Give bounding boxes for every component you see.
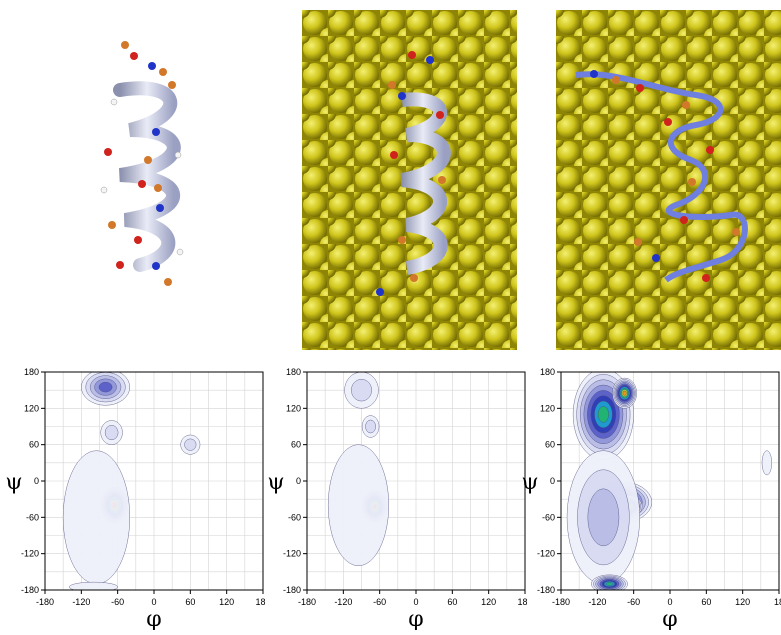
x-tick-label: 60 <box>701 597 711 607</box>
density-contour <box>327 444 389 566</box>
y-axis-label: ψ <box>5 470 22 495</box>
y-tick-label: 60 <box>545 440 555 450</box>
y-tick-label: -60 <box>26 512 39 522</box>
y-tick-label: -60 <box>288 512 301 522</box>
x-tick-label: 120 <box>735 597 750 607</box>
x-tick-label: -60 <box>373 597 386 607</box>
density-contours <box>327 372 389 566</box>
x-tick-label: 120 <box>219 597 234 607</box>
density-contour <box>761 450 772 476</box>
y-tick-label: -180 <box>283 585 301 595</box>
x-tick-label: -60 <box>111 597 124 607</box>
helix-in-solvent-image <box>302 10 517 350</box>
x-axis-label: φ <box>146 607 161 630</box>
x-tick-label: 0 <box>413 597 418 607</box>
x-tick-label: -180 <box>298 597 316 607</box>
y-tick-label: 0 <box>34 476 39 486</box>
density-contour <box>351 379 372 402</box>
solvent-background <box>556 10 781 350</box>
ramachandran-plot-3-svg: -180 -120 -60 0 60 120 18 180 120 60 0 -60 -120 -180 φ… <box>521 367 781 632</box>
y-tick-label: 0 <box>296 476 301 486</box>
helix-in-solvent-panel <box>302 10 517 350</box>
y-tick-label: 60 <box>291 440 301 450</box>
density-contours <box>62 372 201 590</box>
y-tick-label: -120 <box>537 549 555 559</box>
x-tick-label: 60 <box>447 597 457 607</box>
x-tick-label: 180 <box>255 597 265 607</box>
helix-vacuum-image <box>100 41 184 286</box>
y-tick-label: -120 <box>283 549 301 559</box>
coil-in-solvent-panel <box>556 10 781 350</box>
y-tick-label: -60 <box>542 512 555 522</box>
atoms <box>376 51 446 296</box>
y-tick-label: 180 <box>24 367 39 377</box>
y-tick-label: -180 <box>537 585 555 595</box>
x-tick-label: 120 <box>481 597 496 607</box>
ramachandran-plot-3: -180 -120 -60 0 60 120 18 180 120 60 0 -60 -120 -180 φ… <box>516 360 781 632</box>
y-axis-label: ψ <box>267 470 284 495</box>
y-tick-label: 120 <box>286 403 301 413</box>
x-tick-label: -60 <box>627 597 640 607</box>
y-tick-label: 180 <box>540 367 555 377</box>
x-tick-label: 0 <box>151 597 156 607</box>
x-axis-label: φ <box>408 607 423 630</box>
x-tick-label: -120 <box>334 597 352 607</box>
x-tick-label: -120 <box>72 597 90 607</box>
atoms <box>590 70 740 282</box>
x-tick-label: 180 <box>517 597 527 607</box>
coil-ribbon <box>575 71 748 283</box>
density-contour <box>69 581 118 590</box>
x-tick-label: -180 <box>552 597 570 607</box>
y-axis-label: ψ <box>521 470 538 495</box>
x-tick-label: 60 <box>185 597 195 607</box>
ramachandran-plot-1-svg: -180 -120 -60 0 60 120 180 180 120 60 0 -60 -120 -180… <box>5 367 270 632</box>
x-tick-label: -120 <box>588 597 606 607</box>
density-contour <box>597 406 609 423</box>
density-contour <box>622 390 627 396</box>
density-contour <box>606 582 613 586</box>
x-axis-label: φ <box>662 607 677 630</box>
helix-ribbon <box>113 81 181 272</box>
y-tick-label: 0 <box>550 476 555 486</box>
helix-ribbon <box>400 92 451 275</box>
density-contour <box>184 438 197 451</box>
density-contour <box>98 381 113 393</box>
y-tick-label: 180 <box>286 367 301 377</box>
coil-in-solvent-image <box>556 10 781 350</box>
density-contour <box>365 419 376 434</box>
y-tick-label: -120 <box>21 549 39 559</box>
density-contour <box>587 488 620 547</box>
ramachandran-plot-2-svg: -180 -120 -60 0 60 120 180 180 120 60 0 -60 -120 -180… <box>267 367 532 632</box>
density-contour <box>62 450 130 585</box>
density-contour <box>104 425 119 441</box>
ramachandran-plot-1: -180 -120 -60 0 60 120 180 180 120 60 0 -60 -120 -180… <box>0 360 270 632</box>
ramachandran-plot-2: -180 -120 -60 0 60 120 180 180 120 60 0 -60 -120 -180… <box>262 360 532 632</box>
helix-vacuum-panel <box>60 20 260 290</box>
atoms <box>100 41 184 286</box>
density-contours <box>566 372 772 590</box>
x-tick-label: -180 <box>36 597 54 607</box>
y-tick-label: 120 <box>540 403 555 413</box>
x-tick-label: 18 <box>774 597 781 607</box>
x-tick-label: 0 <box>667 597 672 607</box>
y-tick-label: 60 <box>29 440 39 450</box>
y-tick-label: -180 <box>21 585 39 595</box>
y-tick-label: 120 <box>24 403 39 413</box>
